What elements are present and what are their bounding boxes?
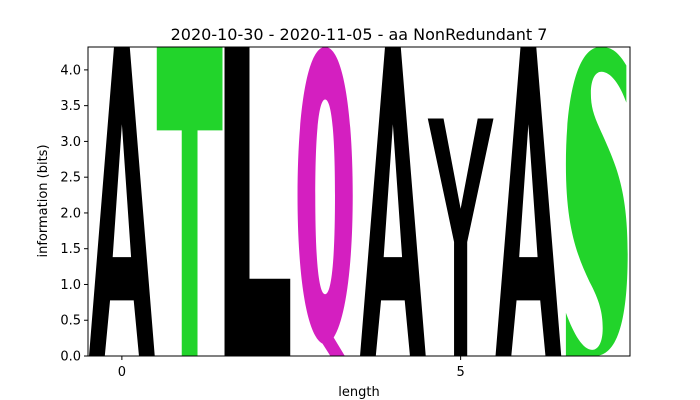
logo-letters	[89, 47, 628, 356]
y-tick-label: 1.5	[60, 242, 81, 257]
y-tick-label: 0.5	[60, 314, 81, 329]
y-tick-label: 1.0	[60, 278, 81, 293]
x-tick-label: 0	[118, 365, 126, 380]
y-tick-label: 3.5	[60, 99, 81, 114]
plot-frame	[87, 46, 631, 357]
chart-title: 2020-10-30 - 2020-11-05 - aa NonRedundan…	[171, 25, 548, 44]
x-tick-label: 5	[456, 365, 464, 380]
logo-letter-l-pos2	[224, 47, 291, 356]
y-tick-label: 2.0	[60, 206, 81, 221]
y-tick-label: 3.0	[60, 135, 81, 150]
y-tick-label: 4.0	[60, 63, 81, 78]
y-axis: 0.0 0.5 1.0 1.5 2.0 2.5 3.0 3.5 4.0	[60, 63, 88, 365]
logo-letter-a-pos0	[89, 47, 155, 356]
y-axis-label: information (bits)	[36, 144, 51, 257]
logo-letter-y-pos5	[427, 118, 494, 356]
y-tick-label: 2.5	[60, 171, 81, 186]
logo-letter-q-pos3	[297, 47, 353, 356]
logo-letter-a-pos6	[495, 47, 562, 356]
logo-letter-a-pos4	[360, 47, 426, 356]
logo-letter-t-pos1	[156, 47, 223, 356]
y-tick-label: 0.0	[60, 350, 81, 365]
x-axis-label: length	[338, 385, 379, 400]
logo-letter-s-pos7	[565, 47, 628, 356]
